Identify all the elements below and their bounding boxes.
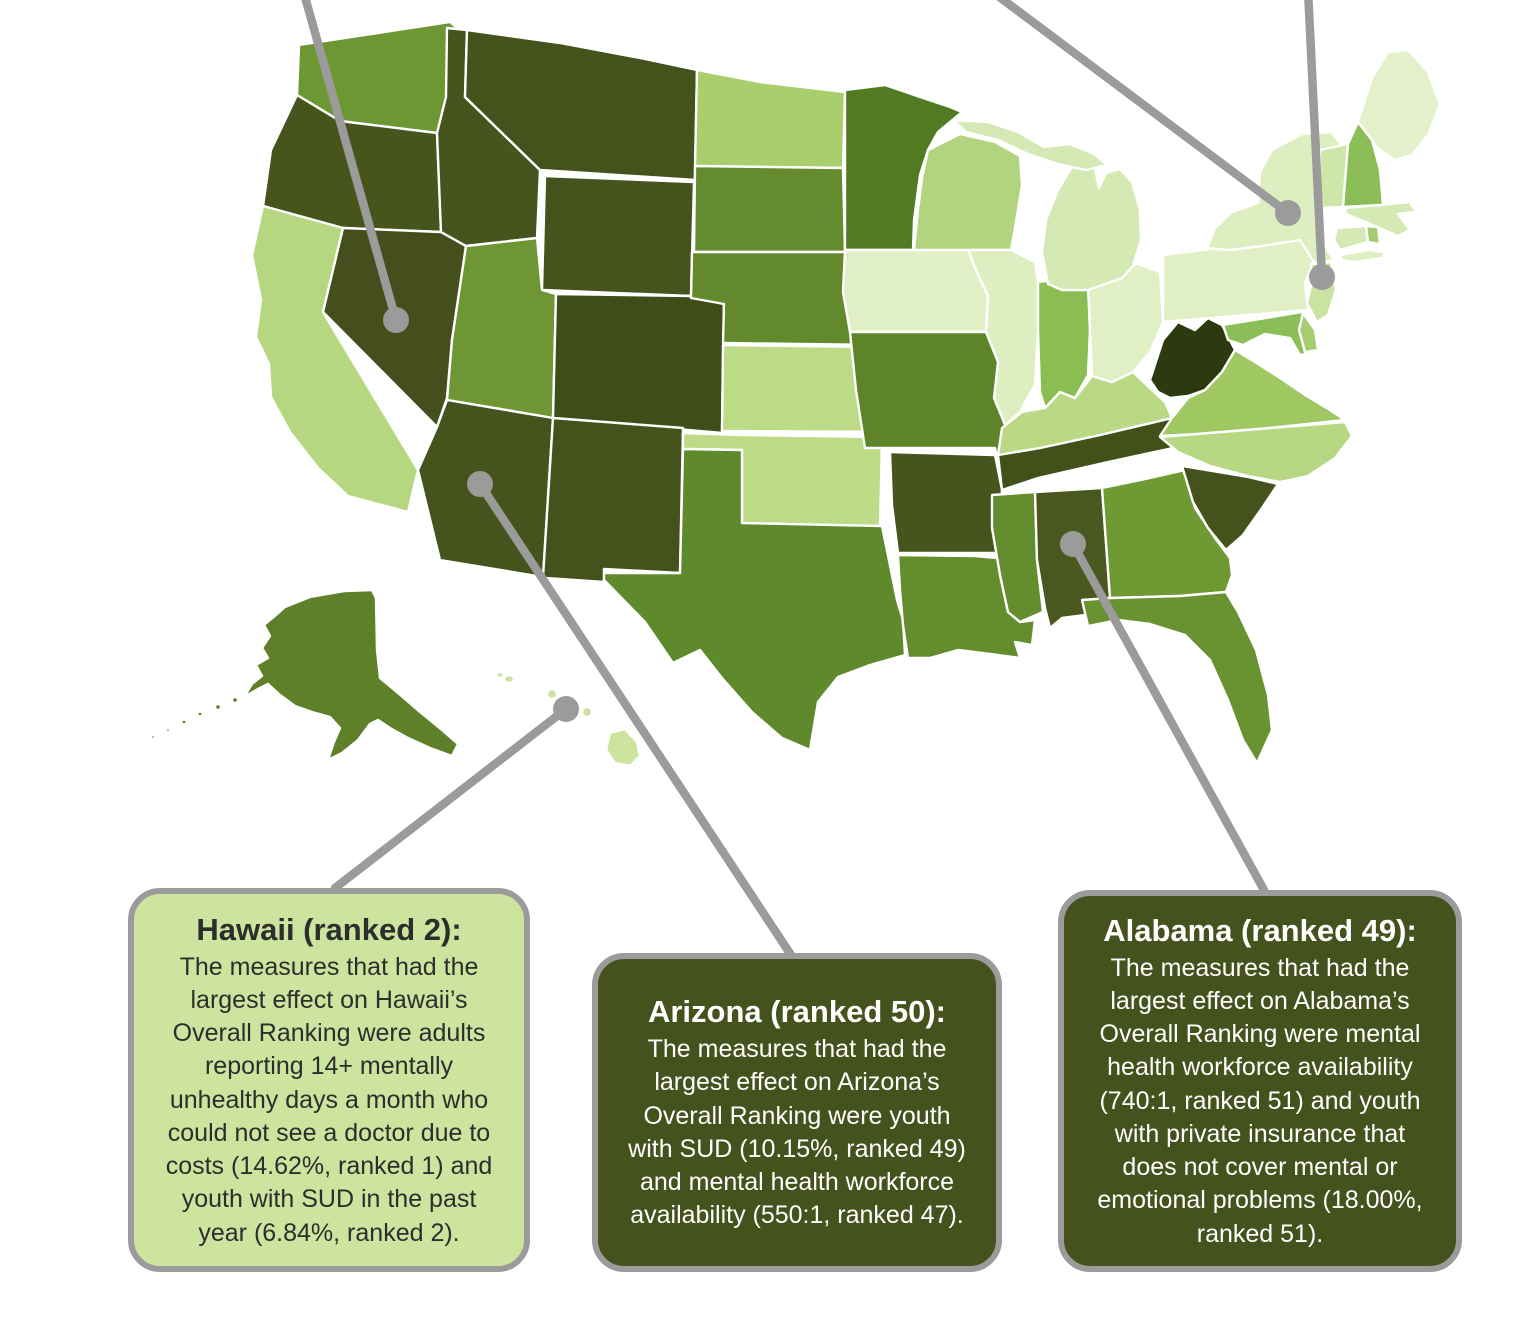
state-maine	[1356, 48, 1442, 162]
state-california	[250, 204, 420, 514]
state-alaska	[149, 588, 460, 762]
state-missouri	[848, 330, 1015, 458]
callout-arizona-body: The measures that had the largest effect…	[628, 1035, 966, 1230]
leader-dot-new-jersey	[1309, 264, 1335, 290]
leader-dot-new-york	[1275, 200, 1301, 226]
state-arkansas	[888, 450, 1004, 555]
state-south-dakota	[692, 164, 847, 254]
state-rhode-island	[1364, 224, 1382, 246]
state-north-carolina	[1158, 420, 1354, 484]
callout-alabama-title: Alabama (ranked 49):	[1103, 913, 1417, 949]
state-massachusetts	[1343, 200, 1418, 238]
state-delaware	[1297, 311, 1320, 354]
state-new-mexico	[541, 416, 685, 584]
state-pennsylvania	[1161, 236, 1319, 324]
leader-dot-alabama	[1060, 531, 1086, 557]
callout-arizona: Arizona (ranked 50): The measures that h…	[592, 953, 1002, 1272]
leader-line-arizona	[475, 479, 798, 963]
callout-hawaii: Hawaii (ranked 2): The measures that had…	[128, 888, 530, 1272]
state-hawaii	[494, 670, 642, 768]
leader-line-hawaii	[330, 704, 571, 893]
state-north-dakota	[693, 68, 847, 170]
callout-alabama-body: The measures that had the largest effect…	[1097, 953, 1423, 1248]
leader-dot-arizona	[467, 471, 493, 497]
state-florida	[1080, 590, 1274, 765]
state-texas	[602, 447, 907, 752]
callout-alabama: Alabama (ranked 49): The measures that h…	[1058, 890, 1462, 1272]
leader-dot-nevada	[383, 307, 409, 333]
callout-arizona-title: Arizona (ranked 50):	[647, 994, 946, 1030]
state-iowa	[841, 248, 990, 334]
state-connecticut	[1332, 224, 1370, 252]
callout-hawaii-body: The measures that had the largest effect…	[165, 952, 493, 1247]
state-colorado	[551, 292, 726, 435]
leader-line-nevada	[301, 0, 401, 325]
state-michigan	[951, 118, 1143, 292]
state-south-carolina	[1180, 464, 1280, 552]
callout-hawaii-title: Hawaii (ranked 2):	[196, 912, 462, 948]
leader-line-alabama	[1068, 539, 1269, 895]
leader-line-new-jersey	[1304, 0, 1327, 282]
state-utah	[445, 236, 558, 420]
state-wyoming	[540, 174, 696, 298]
leader-line-new-york	[996, 0, 1293, 218]
leader-dot-hawaii	[553, 696, 579, 722]
state-wisconsin	[912, 132, 1024, 252]
